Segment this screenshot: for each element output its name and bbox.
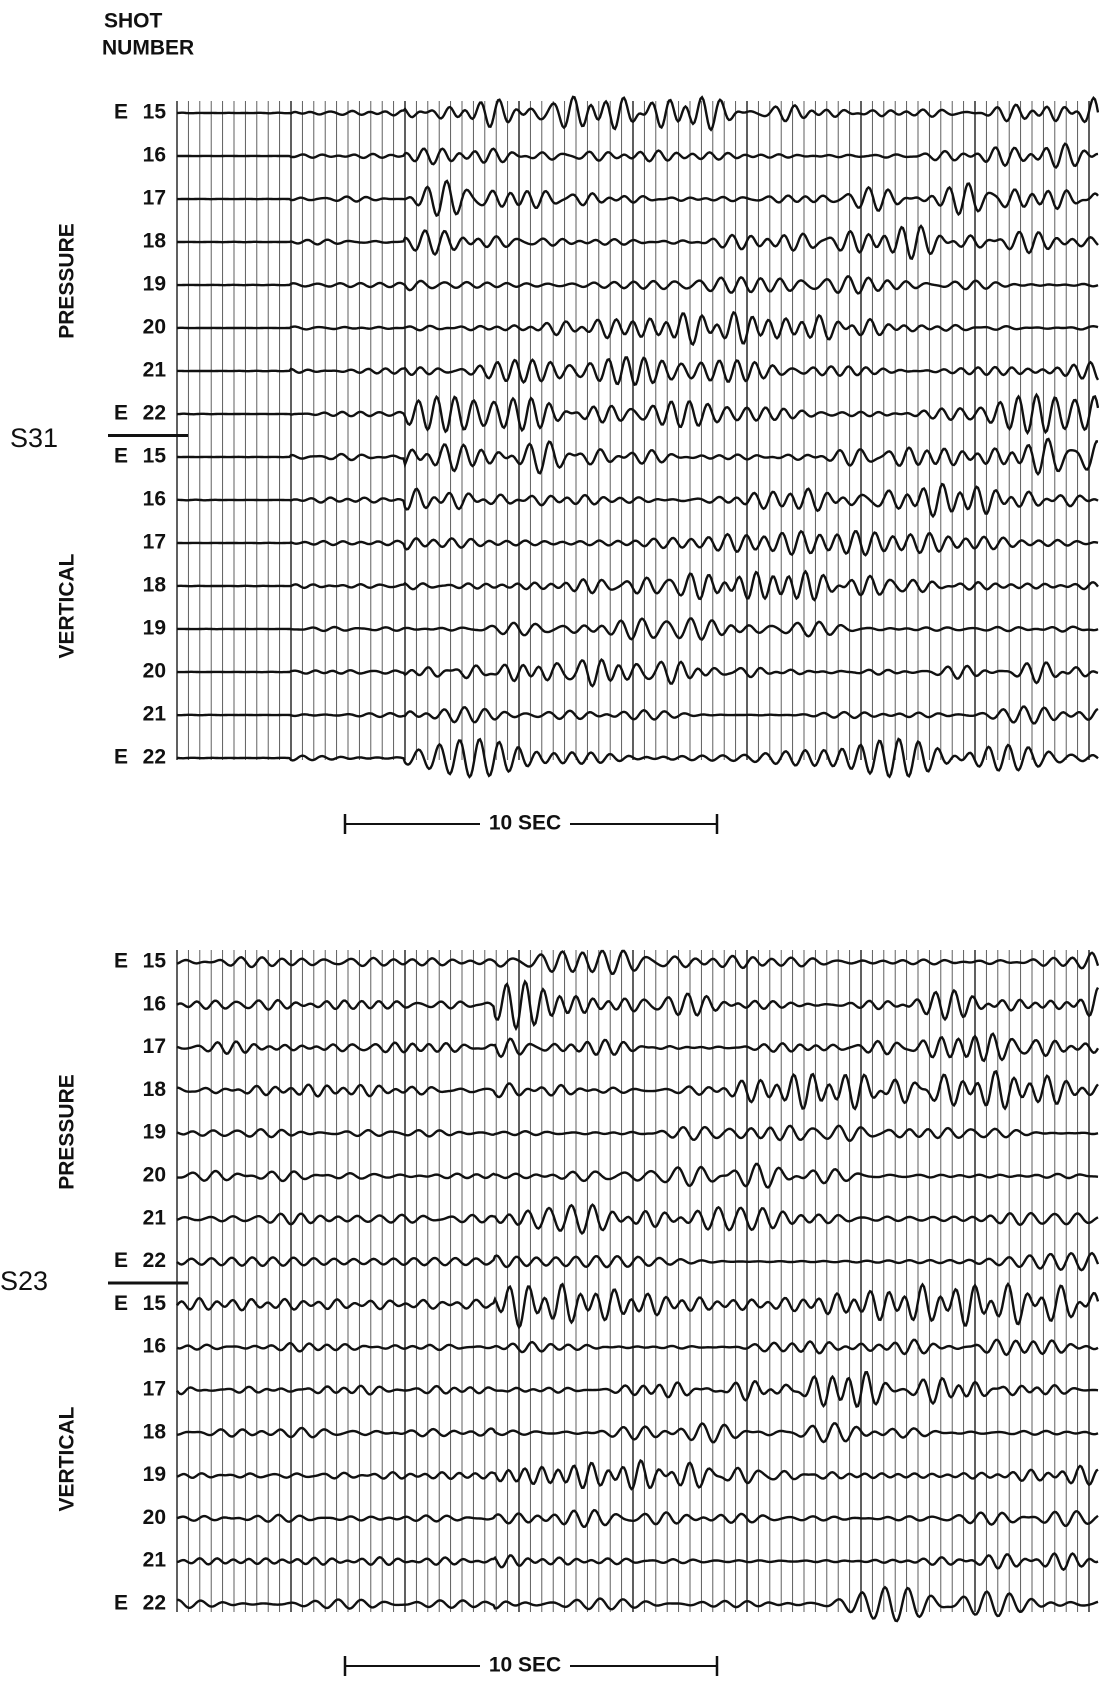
trace-number: 21 bbox=[143, 1206, 167, 1229]
waveform bbox=[176, 949, 1099, 976]
waveform bbox=[177, 275, 1099, 295]
trace-number: 16 bbox=[143, 992, 166, 1015]
trace-number: 15 bbox=[143, 950, 167, 973]
trace-prefix: E bbox=[114, 1249, 128, 1272]
header-line: NUMBER bbox=[102, 37, 194, 60]
waveform bbox=[176, 1162, 1099, 1189]
waveform bbox=[176, 1124, 1099, 1142]
trace-prefix: E bbox=[114, 1292, 128, 1315]
trace-number: 20 bbox=[143, 1164, 166, 1187]
component-label: VERTICAL bbox=[56, 1406, 79, 1511]
trace-number: 17 bbox=[143, 1378, 166, 1401]
waveform bbox=[176, 737, 1099, 779]
waveform bbox=[177, 569, 1099, 602]
trace-number: 17 bbox=[143, 1035, 166, 1058]
trace-number: 20 bbox=[143, 1506, 166, 1529]
trace-prefix: E bbox=[114, 950, 128, 973]
trace-number: 18 bbox=[143, 574, 167, 597]
waveform bbox=[177, 356, 1099, 387]
trace-number: 15 bbox=[143, 1292, 167, 1315]
waveform bbox=[177, 482, 1099, 519]
trace-number: 21 bbox=[143, 1549, 167, 1572]
waveform bbox=[176, 1552, 1099, 1572]
waveform bbox=[176, 1281, 1099, 1330]
trace-number: 22 bbox=[143, 1592, 166, 1615]
waveform bbox=[176, 1338, 1099, 1357]
trace-number: 20 bbox=[143, 660, 166, 683]
component-label: PRESSURE bbox=[56, 1074, 79, 1190]
waveform bbox=[176, 529, 1099, 557]
trace-prefix: E bbox=[114, 445, 128, 468]
waveform bbox=[176, 1203, 1099, 1236]
trace-number: 19 bbox=[143, 273, 166, 296]
trace-number: 19 bbox=[143, 1463, 166, 1486]
trace-number: 22 bbox=[143, 746, 166, 769]
trace-prefix: E bbox=[114, 402, 128, 425]
waveform bbox=[176, 657, 1099, 688]
scale-label: 10 SEC bbox=[489, 812, 561, 835]
waveform bbox=[176, 1251, 1099, 1272]
waveform bbox=[177, 437, 1099, 477]
trace-number: 19 bbox=[143, 1121, 166, 1144]
station-label: S31 bbox=[10, 423, 58, 453]
trace-number: 18 bbox=[143, 1078, 167, 1101]
trace-number: 17 bbox=[143, 531, 166, 554]
waveform bbox=[176, 1370, 1099, 1408]
waveform bbox=[176, 1422, 1099, 1444]
trace-prefix: E bbox=[114, 1592, 128, 1615]
trace-number: 18 bbox=[143, 1420, 167, 1443]
waveform bbox=[176, 1585, 1099, 1623]
trace-number: 22 bbox=[143, 1249, 166, 1272]
waveform bbox=[176, 142, 1099, 169]
waveform bbox=[177, 617, 1099, 641]
trace-number: 21 bbox=[143, 359, 167, 382]
waveform bbox=[176, 979, 1099, 1032]
waveform bbox=[177, 179, 1099, 218]
trace-number: 15 bbox=[143, 101, 167, 124]
trace-prefix: E bbox=[114, 101, 128, 124]
header-line: SHOT bbox=[104, 10, 163, 33]
trace-number: 15 bbox=[143, 445, 167, 468]
panel: E 15 16 17 18 19 20 21 E 22 PRESSURE E 15 16 17 18 19 20 2… bbox=[10, 95, 1099, 835]
waveform bbox=[176, 310, 1099, 347]
trace-number: 19 bbox=[143, 617, 166, 640]
waveform bbox=[176, 95, 1099, 132]
waveform bbox=[176, 1069, 1099, 1111]
station-label: S23 bbox=[0, 1266, 48, 1296]
trace-prefix: E bbox=[114, 746, 128, 769]
waveform bbox=[176, 1458, 1099, 1491]
trace-number: 16 bbox=[143, 1335, 166, 1358]
trace-number: 18 bbox=[143, 230, 167, 253]
component-label: VERTICAL bbox=[56, 553, 79, 658]
trace-number: 21 bbox=[143, 703, 167, 726]
waveform bbox=[176, 705, 1099, 725]
trace-number: 17 bbox=[143, 187, 166, 210]
waveform bbox=[176, 392, 1099, 436]
waveform bbox=[176, 1032, 1099, 1063]
waveform bbox=[176, 1508, 1099, 1529]
scale-label: 10 SEC bbox=[489, 1654, 561, 1677]
trace-number: 20 bbox=[143, 316, 166, 339]
trace-number: 16 bbox=[143, 488, 166, 511]
waveform bbox=[177, 224, 1099, 260]
trace-number: 16 bbox=[143, 144, 166, 167]
trace-number: 22 bbox=[143, 402, 166, 425]
component-label: PRESSURE bbox=[56, 223, 79, 339]
panel: E 15 16 17 18 19 20 21 E 22 PRESSURE E 15 16 17 18 19 20 2… bbox=[0, 949, 1099, 1677]
